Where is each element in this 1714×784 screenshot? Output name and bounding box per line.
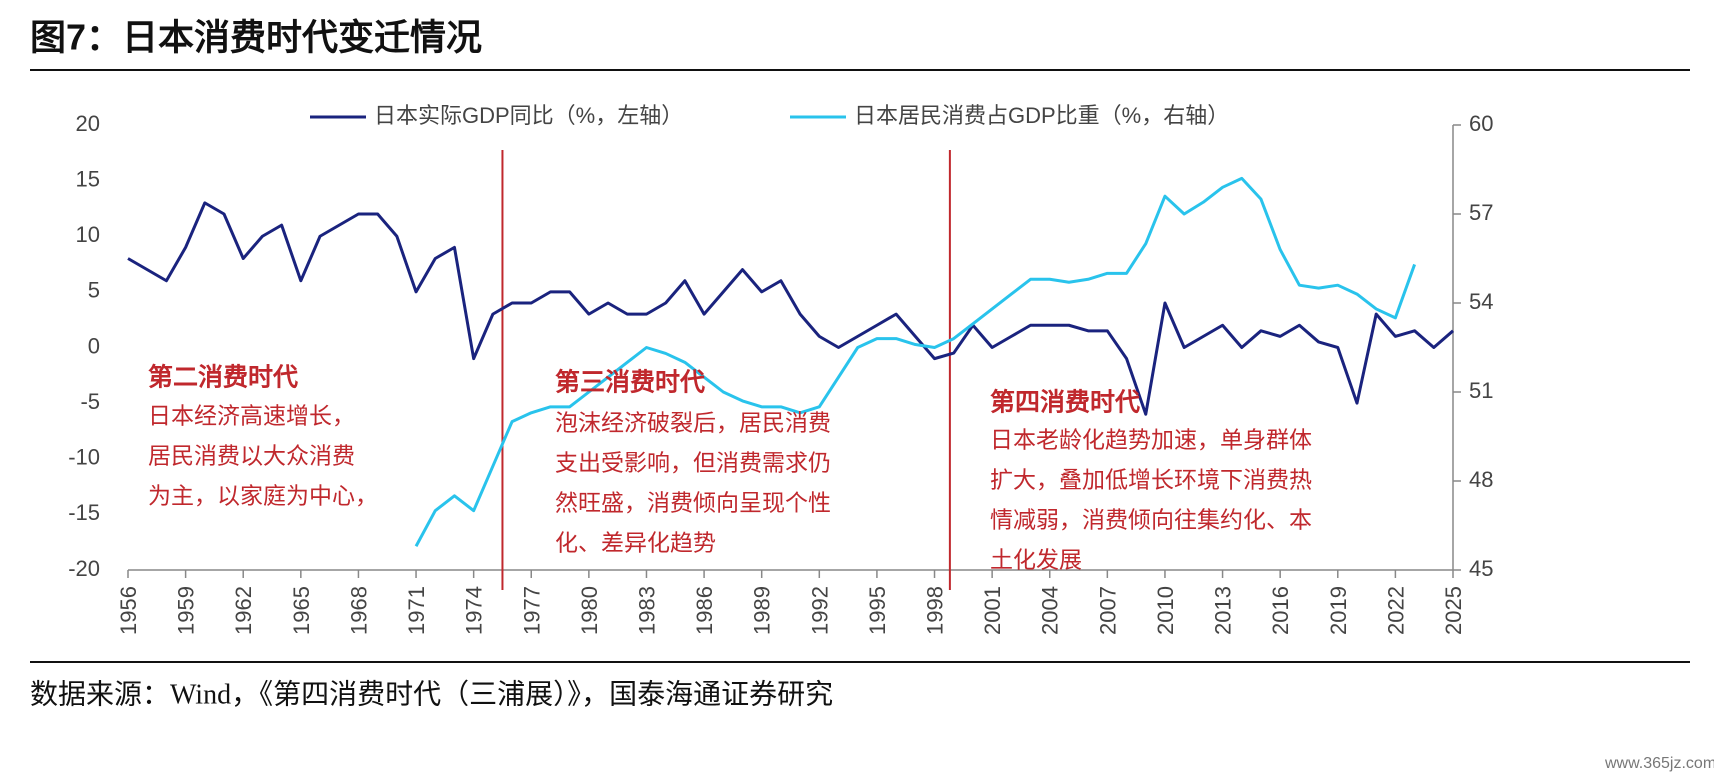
annotation-line: 为主，以家庭为中心， (148, 483, 378, 508)
annotation-line: 日本经济高速增长， (148, 403, 355, 428)
x-tick-label: 2016 (1268, 586, 1293, 635)
legend-label: 日本居民消费占GDP比重（%，右轴） (854, 103, 1229, 128)
annotation-title: 第四消费时代 (990, 388, 1140, 417)
x-tick-label: 2001 (980, 586, 1005, 635)
legend-label: 日本实际GDP同比（%，左轴） (374, 103, 683, 128)
chart-title: 图7：日本消费时代变迁情况 (30, 17, 482, 58)
x-tick-label: 2010 (1153, 586, 1178, 635)
y-tick-label: 15 (76, 166, 100, 191)
y-tick-label: -10 (68, 445, 100, 470)
annotation-line: 化、差异化趋势 (555, 530, 716, 555)
x-tick-label: 2004 (1038, 586, 1063, 635)
x-tick-label: 2022 (1383, 586, 1408, 635)
x-tick-label: 1974 (462, 586, 487, 635)
x-tick-label: 1980 (577, 586, 602, 635)
x-tick-label: 1965 (289, 586, 314, 635)
x-tick-label: 2007 (1095, 586, 1120, 635)
x-tick-label: 1992 (807, 586, 832, 635)
annotation-line: 支出受影响，但消费需求仍 (555, 450, 831, 475)
y-tick-label: 10 (76, 222, 100, 247)
y-tick-label: 0 (88, 333, 100, 358)
x-tick-label: 1971 (404, 586, 429, 635)
x-tick-label: 1962 (231, 586, 256, 635)
y-tick-label: -5 (80, 389, 100, 414)
x-tick-label: 1968 (346, 586, 371, 635)
x-tick-label: 2019 (1326, 586, 1351, 635)
annotation-title: 第三消费时代 (555, 368, 705, 397)
x-tick-label: 2013 (1211, 586, 1236, 635)
x-tick-label: 1998 (923, 586, 948, 635)
x-tick-label: 2025 (1441, 586, 1466, 635)
x-tick-label: 1959 (174, 586, 199, 635)
y-tick-label: -15 (68, 500, 100, 525)
x-tick-label: 1983 (634, 586, 659, 635)
y2-tick-label: 45 (1469, 556, 1493, 581)
y-tick-label: -20 (68, 556, 100, 581)
annotation-line: 土化发展 (990, 547, 1082, 572)
annotation-line: 情减弱，消费倾向往集约化、本 (990, 507, 1312, 532)
y-tick-label: 5 (88, 278, 100, 303)
series-line (414, 176, 1417, 547)
annotation-line: 日本老龄化趋势加速，单身群体 (990, 427, 1312, 452)
y2-tick-label: 54 (1469, 289, 1493, 314)
y2-tick-label: 60 (1469, 111, 1493, 136)
y2-tick-label: 48 (1469, 467, 1493, 492)
x-tick-label: 1977 (519, 586, 544, 635)
annotation-line: 泡沫经济破裂后，居民消费 (555, 410, 831, 435)
series-line (127, 201, 1454, 416)
x-tick-label: 1989 (750, 586, 775, 635)
annotation-line: 扩大，叠加低增长环境下消费热 (990, 467, 1312, 492)
watermark: www.365jz.com (1604, 755, 1714, 772)
y2-tick-label: 57 (1469, 200, 1493, 225)
annotation-line: 然旺盛，消费倾向呈现个性 (555, 490, 831, 515)
x-tick-label: 1986 (692, 586, 717, 635)
x-tick-label: 1956 (116, 586, 141, 635)
x-tick-label: 1995 (865, 586, 890, 635)
annotation-line: 居民消费以大众消费 (148, 443, 355, 468)
y-tick-label: 20 (76, 111, 100, 136)
source: 数据来源：Wind，《第四消费时代（三浦展）》，国泰海通证券研究 (30, 678, 833, 710)
annotation-title: 第二消费时代 (148, 363, 298, 392)
y2-tick-label: 51 (1469, 378, 1493, 403)
